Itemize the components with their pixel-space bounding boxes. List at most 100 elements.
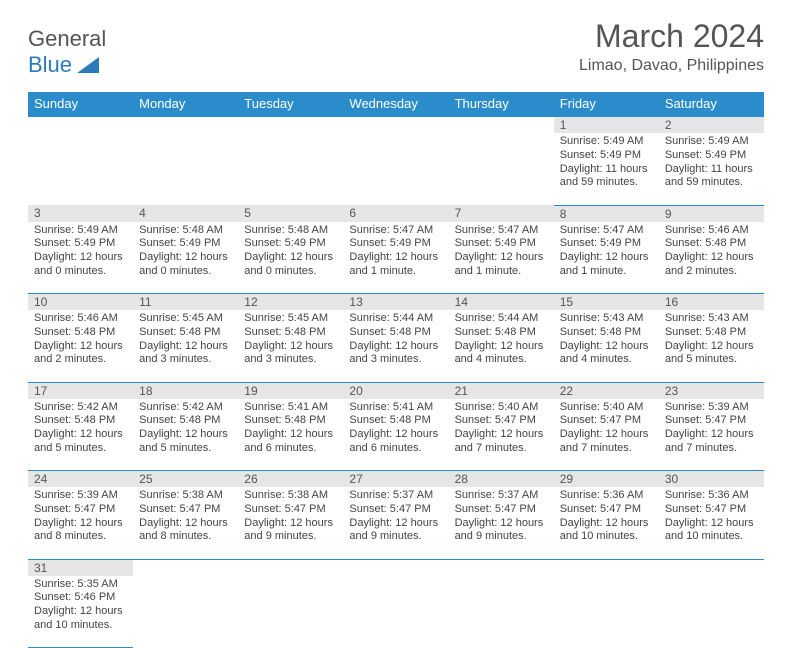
day-number-cell: 2: [659, 116, 764, 133]
day-number-cell: 25: [133, 471, 238, 488]
day-detail-cell: Sunrise: 5:47 AMSunset: 5:49 PMDaylight:…: [554, 222, 659, 294]
month-title: March 2024: [579, 18, 764, 55]
day-number-row: 24252627282930: [28, 471, 764, 488]
day-number-cell: 29: [554, 471, 659, 488]
day-number-cell: 6: [343, 205, 448, 222]
day-number-cell: [449, 559, 554, 576]
day-number-cell: 1: [554, 116, 659, 133]
day-number-cell: 3: [28, 205, 133, 222]
day-detail-cell: Sunrise: 5:40 AMSunset: 5:47 PMDaylight:…: [449, 399, 554, 471]
day-detail-row: Sunrise: 5:39 AMSunset: 5:47 PMDaylight:…: [28, 487, 764, 559]
day-number-row: 3456789: [28, 205, 764, 222]
day-header: Sunday: [28, 92, 133, 116]
day-number-cell: [659, 559, 764, 576]
day-detail-cell: Sunrise: 5:41 AMSunset: 5:48 PMDaylight:…: [238, 399, 343, 471]
day-number-cell: [449, 116, 554, 133]
day-number-cell: 14: [449, 294, 554, 311]
day-detail-cell: Sunrise: 5:46 AMSunset: 5:48 PMDaylight:…: [659, 222, 764, 294]
day-number-cell: 19: [238, 382, 343, 399]
day-number-cell: 22: [554, 382, 659, 399]
day-number-cell: [133, 559, 238, 576]
day-number-cell: 18: [133, 382, 238, 399]
title-block: March 2024 Limao, Davao, Philippines: [579, 18, 764, 75]
day-detail-cell: Sunrise: 5:39 AMSunset: 5:47 PMDaylight:…: [659, 399, 764, 471]
day-detail-cell: Sunrise: 5:37 AMSunset: 5:47 PMDaylight:…: [343, 487, 448, 559]
day-detail-cell: Sunrise: 5:42 AMSunset: 5:48 PMDaylight:…: [133, 399, 238, 471]
day-detail-cell: [238, 133, 343, 205]
day-number-cell: 24: [28, 471, 133, 488]
day-detail-cell: Sunrise: 5:38 AMSunset: 5:47 PMDaylight:…: [133, 487, 238, 559]
logo-text-top: General: [28, 26, 106, 51]
day-number-cell: 28: [449, 471, 554, 488]
day-number-cell: 12: [238, 294, 343, 311]
day-header: Saturday: [659, 92, 764, 116]
day-detail-cell: [28, 133, 133, 205]
day-detail-cell: Sunrise: 5:48 AMSunset: 5:49 PMDaylight:…: [238, 222, 343, 294]
day-number-row: 17181920212223: [28, 382, 764, 399]
day-detail-cell: Sunrise: 5:44 AMSunset: 5:48 PMDaylight:…: [449, 310, 554, 382]
day-number-cell: [238, 559, 343, 576]
day-number-cell: 26: [238, 471, 343, 488]
day-number-row: 12: [28, 116, 764, 133]
day-detail-cell: Sunrise: 5:47 AMSunset: 5:49 PMDaylight:…: [343, 222, 448, 294]
day-number-cell: [28, 116, 133, 133]
day-number-cell: [343, 116, 448, 133]
day-detail-cell: [449, 133, 554, 205]
day-detail-cell: Sunrise: 5:42 AMSunset: 5:48 PMDaylight:…: [28, 399, 133, 471]
day-number-cell: 31: [28, 559, 133, 576]
day-detail-cell: Sunrise: 5:39 AMSunset: 5:47 PMDaylight:…: [28, 487, 133, 559]
day-header: Thursday: [449, 92, 554, 116]
day-detail-cell: Sunrise: 5:41 AMSunset: 5:48 PMDaylight:…: [343, 399, 448, 471]
day-number-cell: [554, 559, 659, 576]
day-detail-row: Sunrise: 5:49 AMSunset: 5:49 PMDaylight:…: [28, 222, 764, 294]
day-number-cell: 10: [28, 294, 133, 311]
day-detail-cell: Sunrise: 5:43 AMSunset: 5:48 PMDaylight:…: [554, 310, 659, 382]
day-number-cell: 16: [659, 294, 764, 311]
day-header: Monday: [133, 92, 238, 116]
day-header: Tuesday: [238, 92, 343, 116]
day-header-row: Sunday Monday Tuesday Wednesday Thursday…: [28, 92, 764, 116]
day-number-cell: 27: [343, 471, 448, 488]
day-detail-cell: Sunrise: 5:45 AMSunset: 5:48 PMDaylight:…: [238, 310, 343, 382]
day-header: Wednesday: [343, 92, 448, 116]
day-number-cell: 20: [343, 382, 448, 399]
day-number-row: 31: [28, 559, 764, 576]
day-detail-cell: Sunrise: 5:49 AMSunset: 5:49 PMDaylight:…: [659, 133, 764, 205]
day-number-cell: 23: [659, 382, 764, 399]
sail-icon: [75, 55, 101, 75]
day-detail-cell: Sunrise: 5:38 AMSunset: 5:47 PMDaylight:…: [238, 487, 343, 559]
day-number-cell: 21: [449, 382, 554, 399]
location: Limao, Davao, Philippines: [579, 57, 764, 75]
day-number-cell: 17: [28, 382, 133, 399]
day-detail-cell: Sunrise: 5:44 AMSunset: 5:48 PMDaylight:…: [343, 310, 448, 382]
day-number-cell: 11: [133, 294, 238, 311]
logo-text-bottom: Blue: [28, 52, 72, 78]
day-number-cell: [238, 116, 343, 133]
day-detail-cell: Sunrise: 5:47 AMSunset: 5:49 PMDaylight:…: [449, 222, 554, 294]
day-detail-cell: Sunrise: 5:48 AMSunset: 5:49 PMDaylight:…: [133, 222, 238, 294]
day-detail-cell: Sunrise: 5:49 AMSunset: 5:49 PMDaylight:…: [28, 222, 133, 294]
day-detail-cell: [343, 133, 448, 205]
day-number-cell: [133, 116, 238, 133]
day-detail-cell: Sunrise: 5:45 AMSunset: 5:48 PMDaylight:…: [133, 310, 238, 382]
day-detail-cell: Sunrise: 5:36 AMSunset: 5:47 PMDaylight:…: [554, 487, 659, 559]
day-detail-cell: Sunrise: 5:40 AMSunset: 5:47 PMDaylight:…: [554, 399, 659, 471]
header: General Blue March 2024 Limao, Davao, Ph…: [28, 18, 764, 78]
day-detail-cell: Sunrise: 5:46 AMSunset: 5:48 PMDaylight:…: [28, 310, 133, 382]
day-number-cell: 9: [659, 205, 764, 222]
day-number-cell: 5: [238, 205, 343, 222]
day-number-cell: 4: [133, 205, 238, 222]
day-number-cell: 30: [659, 471, 764, 488]
day-detail-cell: Sunrise: 5:49 AMSunset: 5:49 PMDaylight:…: [554, 133, 659, 205]
day-number-row: 10111213141516: [28, 294, 764, 311]
day-number-cell: 13: [343, 294, 448, 311]
day-detail-cell: Sunrise: 5:36 AMSunset: 5:47 PMDaylight:…: [659, 487, 764, 559]
calendar-table: Sunday Monday Tuesday Wednesday Thursday…: [28, 92, 764, 648]
day-header: Friday: [554, 92, 659, 116]
day-detail-cell: [133, 133, 238, 205]
day-number-cell: 15: [554, 294, 659, 311]
day-detail-row: Sunrise: 5:49 AMSunset: 5:49 PMDaylight:…: [28, 133, 764, 205]
day-number-cell: 7: [449, 205, 554, 222]
day-number-cell: [343, 559, 448, 576]
day-detail-row: Sunrise: 5:42 AMSunset: 5:48 PMDaylight:…: [28, 399, 764, 471]
